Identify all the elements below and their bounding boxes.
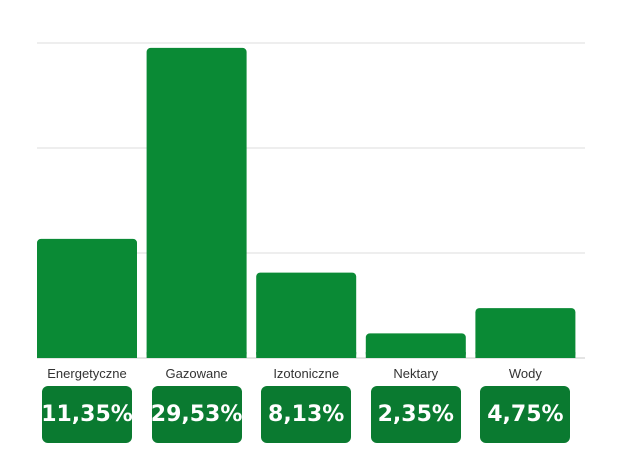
category-label-wody: Wody [509,366,542,381]
category-label-energetyczne: Energetyczne [47,366,127,381]
category-label-izotoniczne: Izotoniczne [273,366,339,381]
bar-base-gazowane [146,352,247,358]
bar-base-nektary [365,352,466,358]
bar-base-wody [475,352,576,358]
bar-izotoniczne [256,272,357,358]
bar-wody [475,308,576,358]
bar-base-izotoniczne [256,352,357,358]
category-label-nektary: Nektary [393,366,438,381]
bar-gazowane [146,47,247,359]
bar-nektary [365,333,466,358]
bar-base-energetyczne [37,352,137,358]
category-label-gazowane: Gazowane [166,366,228,381]
bar-energetyczne [37,238,137,358]
